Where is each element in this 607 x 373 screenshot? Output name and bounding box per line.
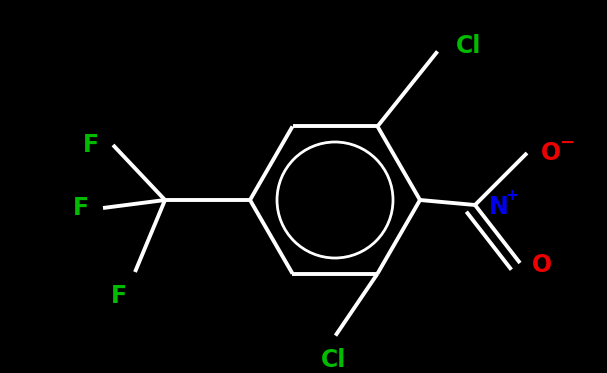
Text: N: N [489, 195, 509, 219]
Text: F: F [73, 196, 89, 220]
Text: F: F [83, 133, 99, 157]
Text: O: O [532, 253, 552, 277]
Text: F: F [111, 284, 127, 308]
Text: O: O [541, 141, 561, 165]
Text: −: − [559, 134, 574, 152]
Text: Cl: Cl [455, 34, 481, 59]
Text: +: + [505, 188, 518, 203]
Text: Cl: Cl [321, 348, 346, 372]
